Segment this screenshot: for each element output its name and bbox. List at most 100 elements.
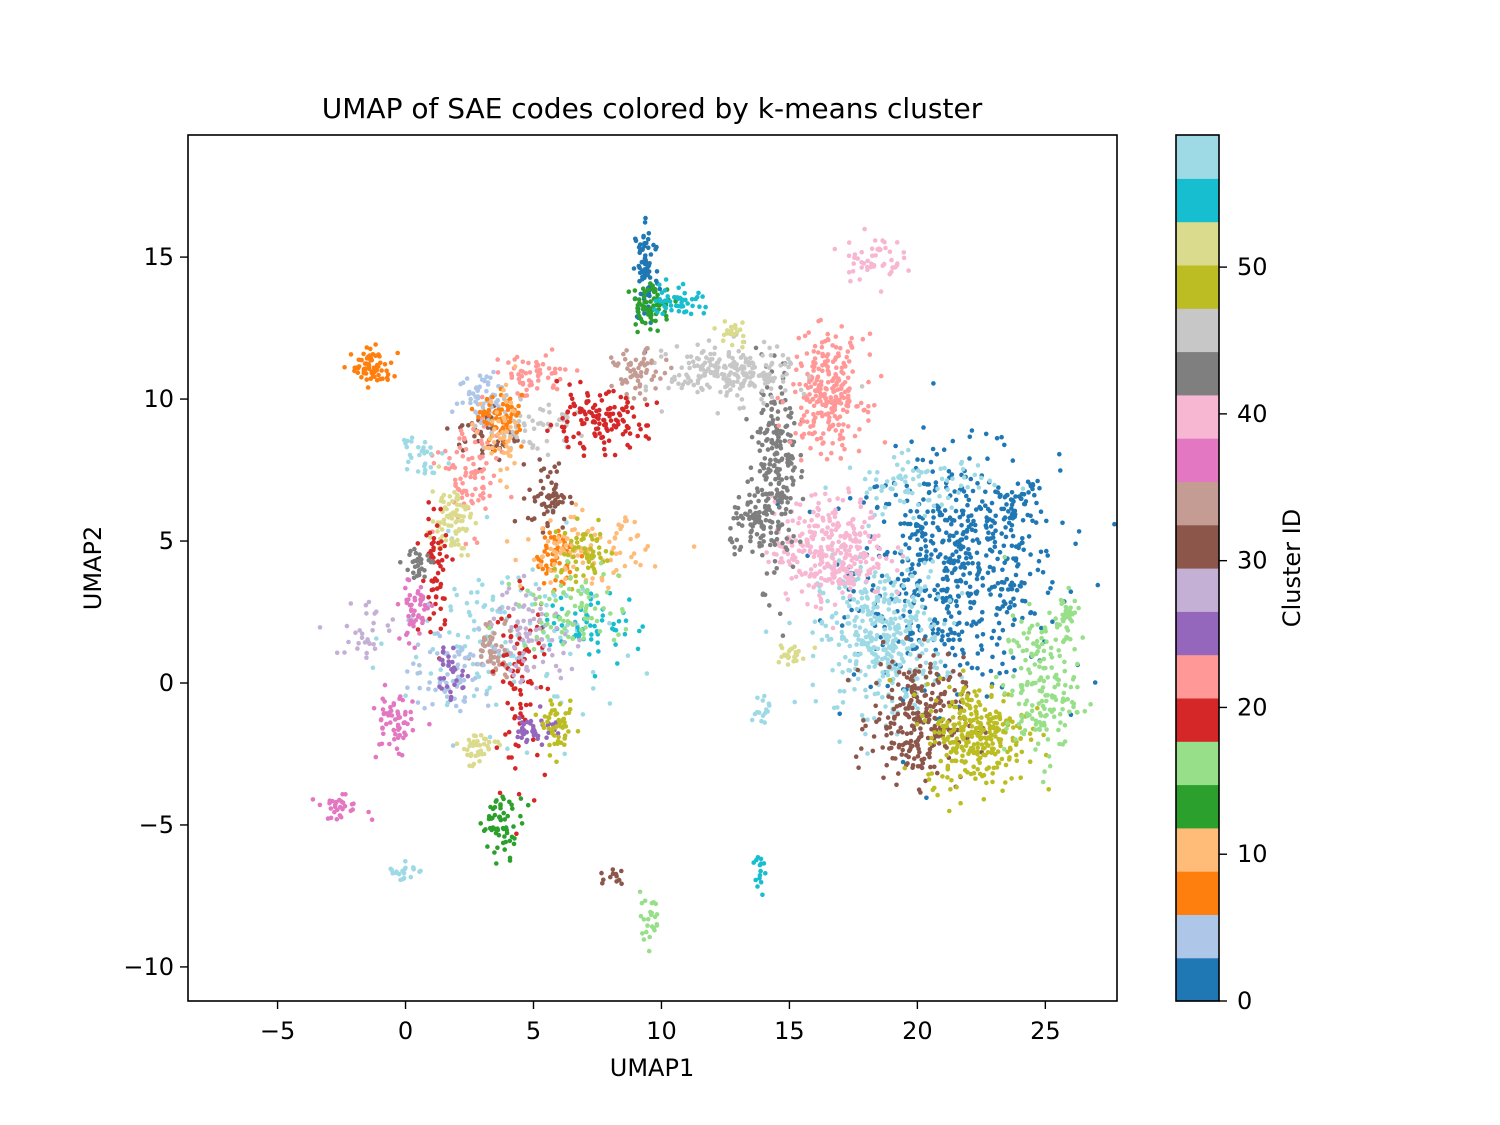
data-point-cluster-43 — [901, 583, 906, 589]
data-point-cluster-41 — [748, 529, 754, 535]
data-point-cluster-43 — [847, 668, 853, 673]
data-point-cluster-22 — [810, 397, 816, 402]
data-point-cluster-45 — [737, 406, 742, 411]
data-point-cluster-4 — [477, 384, 483, 390]
data-point-cluster-49 — [981, 797, 987, 802]
data-point-cluster-41 — [734, 511, 739, 516]
data-point-cluster-41 — [764, 475, 769, 481]
data-point-cluster-41 — [766, 469, 772, 475]
data-point-cluster-28 — [553, 663, 559, 669]
data-point-cluster-15 — [1062, 722, 1068, 728]
data-point-cluster-38 — [830, 580, 835, 585]
data-point-cluster-22 — [466, 456, 471, 462]
data-point-cluster-13 — [496, 832, 502, 838]
data-point-cluster-22 — [495, 357, 501, 362]
data-point-cluster-13 — [494, 798, 499, 803]
data-point-cluster-19 — [531, 798, 537, 803]
data-point-cluster-0 — [998, 492, 1003, 498]
data-point-cluster-49 — [914, 722, 920, 727]
data-point-cluster-43 — [475, 590, 480, 595]
data-point-cluster-43 — [902, 603, 908, 609]
data-point-cluster-41 — [769, 538, 774, 543]
data-point-cluster-4 — [481, 662, 486, 668]
data-point-cluster-0 — [1027, 571, 1033, 577]
data-point-cluster-19 — [587, 409, 592, 415]
data-point-cluster-0 — [942, 517, 948, 523]
data-point-cluster-38 — [818, 582, 824, 588]
data-point-cluster-0 — [912, 589, 917, 594]
data-point-cluster-0 — [941, 447, 947, 453]
data-point-cluster-13 — [502, 847, 508, 852]
data-point-cluster-19 — [625, 399, 630, 405]
data-point-cluster-43 — [898, 615, 903, 620]
data-point-cluster-45 — [643, 384, 649, 390]
data-point-cluster-0 — [952, 567, 957, 573]
data-point-cluster-43 — [875, 604, 880, 610]
data-point-cluster-22 — [452, 465, 458, 470]
data-point-cluster-19 — [438, 546, 443, 551]
data-point-cluster-41 — [799, 474, 804, 480]
data-point-cluster-10 — [470, 421, 475, 427]
data-point-cluster-41 — [778, 385, 783, 390]
data-point-cluster-41 — [769, 407, 774, 412]
data-point-cluster-0 — [945, 577, 950, 583]
data-point-cluster-4 — [475, 396, 481, 401]
data-point-cluster-22 — [811, 411, 816, 417]
data-point-cluster-52 — [467, 763, 472, 768]
data-point-cluster-0 — [942, 663, 948, 669]
data-point-cluster-15 — [1044, 698, 1049, 704]
data-point-cluster-7 — [348, 352, 354, 357]
data-point-cluster-45 — [540, 408, 546, 413]
data-point-cluster-4 — [464, 376, 470, 381]
data-point-cluster-7 — [579, 554, 585, 559]
data-point-cluster-38 — [785, 551, 791, 557]
data-point-cluster-15 — [1072, 598, 1078, 604]
data-point-cluster-19 — [431, 536, 437, 541]
data-point-cluster-31 — [915, 754, 921, 759]
data-point-cluster-41 — [760, 592, 766, 597]
data-point-cluster-38 — [840, 581, 846, 587]
data-point-cluster-22 — [844, 409, 850, 415]
data-point-cluster-55 — [599, 618, 605, 623]
data-point-cluster-41 — [757, 430, 763, 435]
data-point-cluster-55 — [573, 611, 578, 616]
data-point-cluster-10 — [494, 410, 500, 415]
data-point-cluster-22 — [833, 344, 839, 350]
data-point-cluster-19 — [621, 419, 626, 424]
data-point-cluster-45 — [741, 405, 746, 411]
data-point-cluster-0 — [995, 556, 1000, 562]
data-point-cluster-4 — [485, 703, 491, 709]
data-point-cluster-10 — [548, 546, 553, 552]
data-point-cluster-43 — [905, 459, 911, 465]
data-point-cluster-0 — [920, 457, 926, 463]
data-point-cluster-38 — [783, 591, 788, 596]
data-point-cluster-45 — [559, 412, 565, 417]
data-point-cluster-0 — [928, 459, 934, 465]
data-point-cluster-22 — [520, 382, 526, 387]
data-point-cluster-19 — [517, 651, 522, 656]
data-point-cluster-0 — [954, 549, 959, 554]
data-point-cluster-41 — [762, 430, 768, 436]
data-point-cluster-0 — [952, 489, 957, 494]
data-point-cluster-31 — [891, 741, 897, 746]
data-point-cluster-38 — [797, 502, 803, 508]
data-point-cluster-19 — [513, 686, 518, 691]
data-point-cluster-0 — [1008, 497, 1014, 502]
data-point-cluster-49 — [967, 705, 973, 711]
data-point-cluster-43 — [921, 610, 927, 616]
data-point-cluster-13 — [501, 796, 506, 802]
data-point-cluster-41 — [772, 570, 777, 575]
data-point-cluster-36 — [310, 797, 316, 802]
data-point-cluster-36 — [387, 741, 392, 747]
data-point-cluster-0 — [885, 683, 890, 689]
data-point-cluster-0 — [1020, 615, 1025, 621]
data-point-cluster-38 — [871, 565, 877, 570]
data-point-cluster-22 — [830, 409, 835, 415]
data-point-cluster-10 — [488, 399, 494, 405]
data-point-cluster-45 — [565, 414, 570, 420]
data-point-cluster-0 — [907, 609, 913, 615]
data-point-cluster-0 — [930, 469, 935, 474]
data-point-cluster-31 — [912, 672, 917, 677]
data-point-cluster-49 — [981, 752, 986, 757]
